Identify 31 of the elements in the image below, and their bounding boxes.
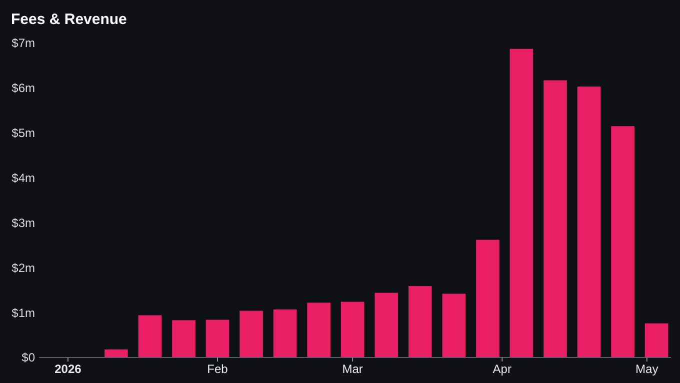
bar xyxy=(611,126,634,358)
bar xyxy=(104,349,128,358)
x-tick-label: Apr xyxy=(492,362,512,376)
x-tick-label: 2026 xyxy=(54,362,82,376)
x-tick-label: Mar xyxy=(342,362,363,376)
x-tick-label: May xyxy=(636,362,658,376)
y-tick-label: $7m xyxy=(12,36,36,50)
y-tick-label: $1m xyxy=(12,306,36,320)
y-tick-label: $5m xyxy=(12,126,36,140)
bar xyxy=(340,302,364,358)
y-tick-label: $0 xyxy=(22,350,36,365)
bar xyxy=(644,323,668,358)
chart-title: Fees & Revenue xyxy=(11,11,127,28)
bar xyxy=(510,48,534,358)
bar xyxy=(273,309,297,358)
y-tick-label: $4m xyxy=(12,170,36,185)
bar xyxy=(442,294,466,358)
bar xyxy=(408,286,432,358)
bar xyxy=(240,310,263,358)
bar xyxy=(307,302,330,358)
bar xyxy=(172,320,196,358)
y-tick-label: $6m xyxy=(12,81,36,96)
bar xyxy=(138,315,162,358)
y-tick-label: $2m xyxy=(12,260,36,275)
bar xyxy=(206,320,230,358)
bar xyxy=(476,240,500,358)
bar xyxy=(577,86,601,358)
x-tick-label: Feb xyxy=(207,362,228,376)
bar xyxy=(374,292,398,358)
y-tick-label: $3m xyxy=(12,216,36,230)
bar xyxy=(544,80,567,358)
